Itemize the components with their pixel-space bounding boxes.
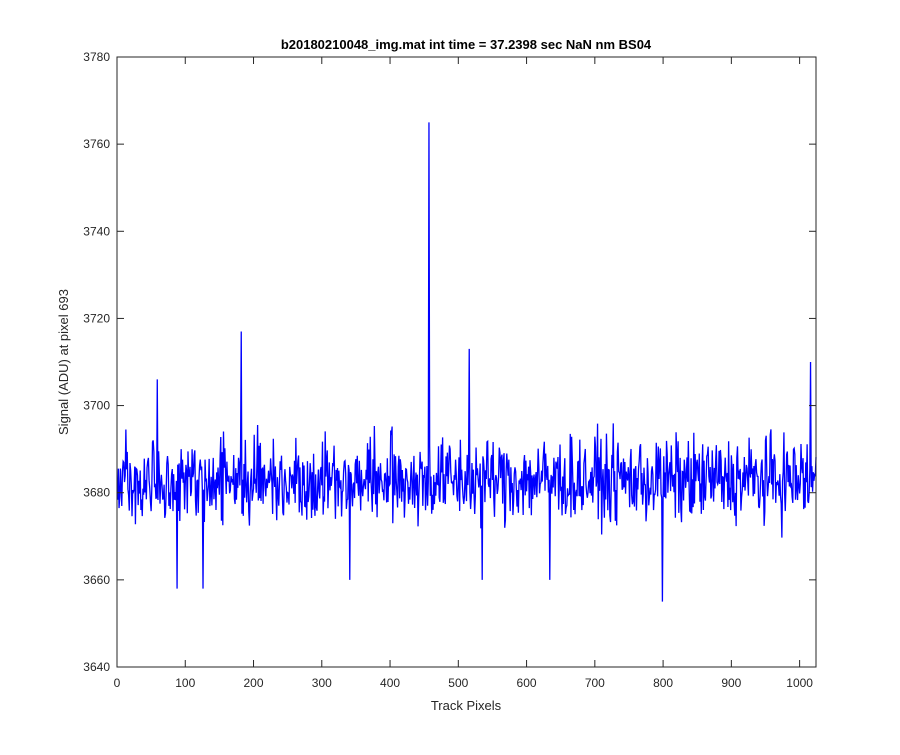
plot-background	[117, 57, 816, 667]
series-layer	[117, 122, 817, 602]
series-line	[117, 122, 817, 602]
x-tick-label: 500	[448, 676, 468, 690]
y-axis-label: Signal (ADU) at pixel 693	[56, 289, 71, 435]
y-tick-label: 3660	[83, 573, 110, 587]
x-tick-label: 800	[653, 676, 673, 690]
y-tick-label: 3680	[83, 486, 110, 500]
x-tick-label: 600	[517, 676, 537, 690]
y-tick-label: 3700	[83, 399, 110, 413]
x-tick-label: 400	[380, 676, 400, 690]
y-tick-label: 3740	[83, 224, 110, 238]
axes-box	[116, 56, 817, 668]
y-tick-label: 3780	[83, 50, 110, 64]
y-tick-label: 3720	[83, 311, 110, 325]
x-tick-label: 200	[244, 676, 264, 690]
x-axis-label: Track Pixels	[431, 698, 502, 713]
y-tick-label: 3640	[83, 660, 110, 674]
x-tick-label: 300	[312, 676, 332, 690]
x-tick-label: 900	[721, 676, 741, 690]
tick-layer: 0 100 200 300 400 500 600 700 800 900 1000 3640 3660…	[83, 50, 816, 690]
y-tick-label: 3760	[83, 137, 110, 151]
x-tick-label: 0	[114, 676, 121, 690]
x-tick-label: 100	[175, 676, 195, 690]
x-tick-label: 700	[585, 676, 605, 690]
x-tick-label: 1000	[786, 676, 813, 690]
chart-title: b20180210048_img.mat int time = 37.2398 …	[281, 37, 652, 52]
